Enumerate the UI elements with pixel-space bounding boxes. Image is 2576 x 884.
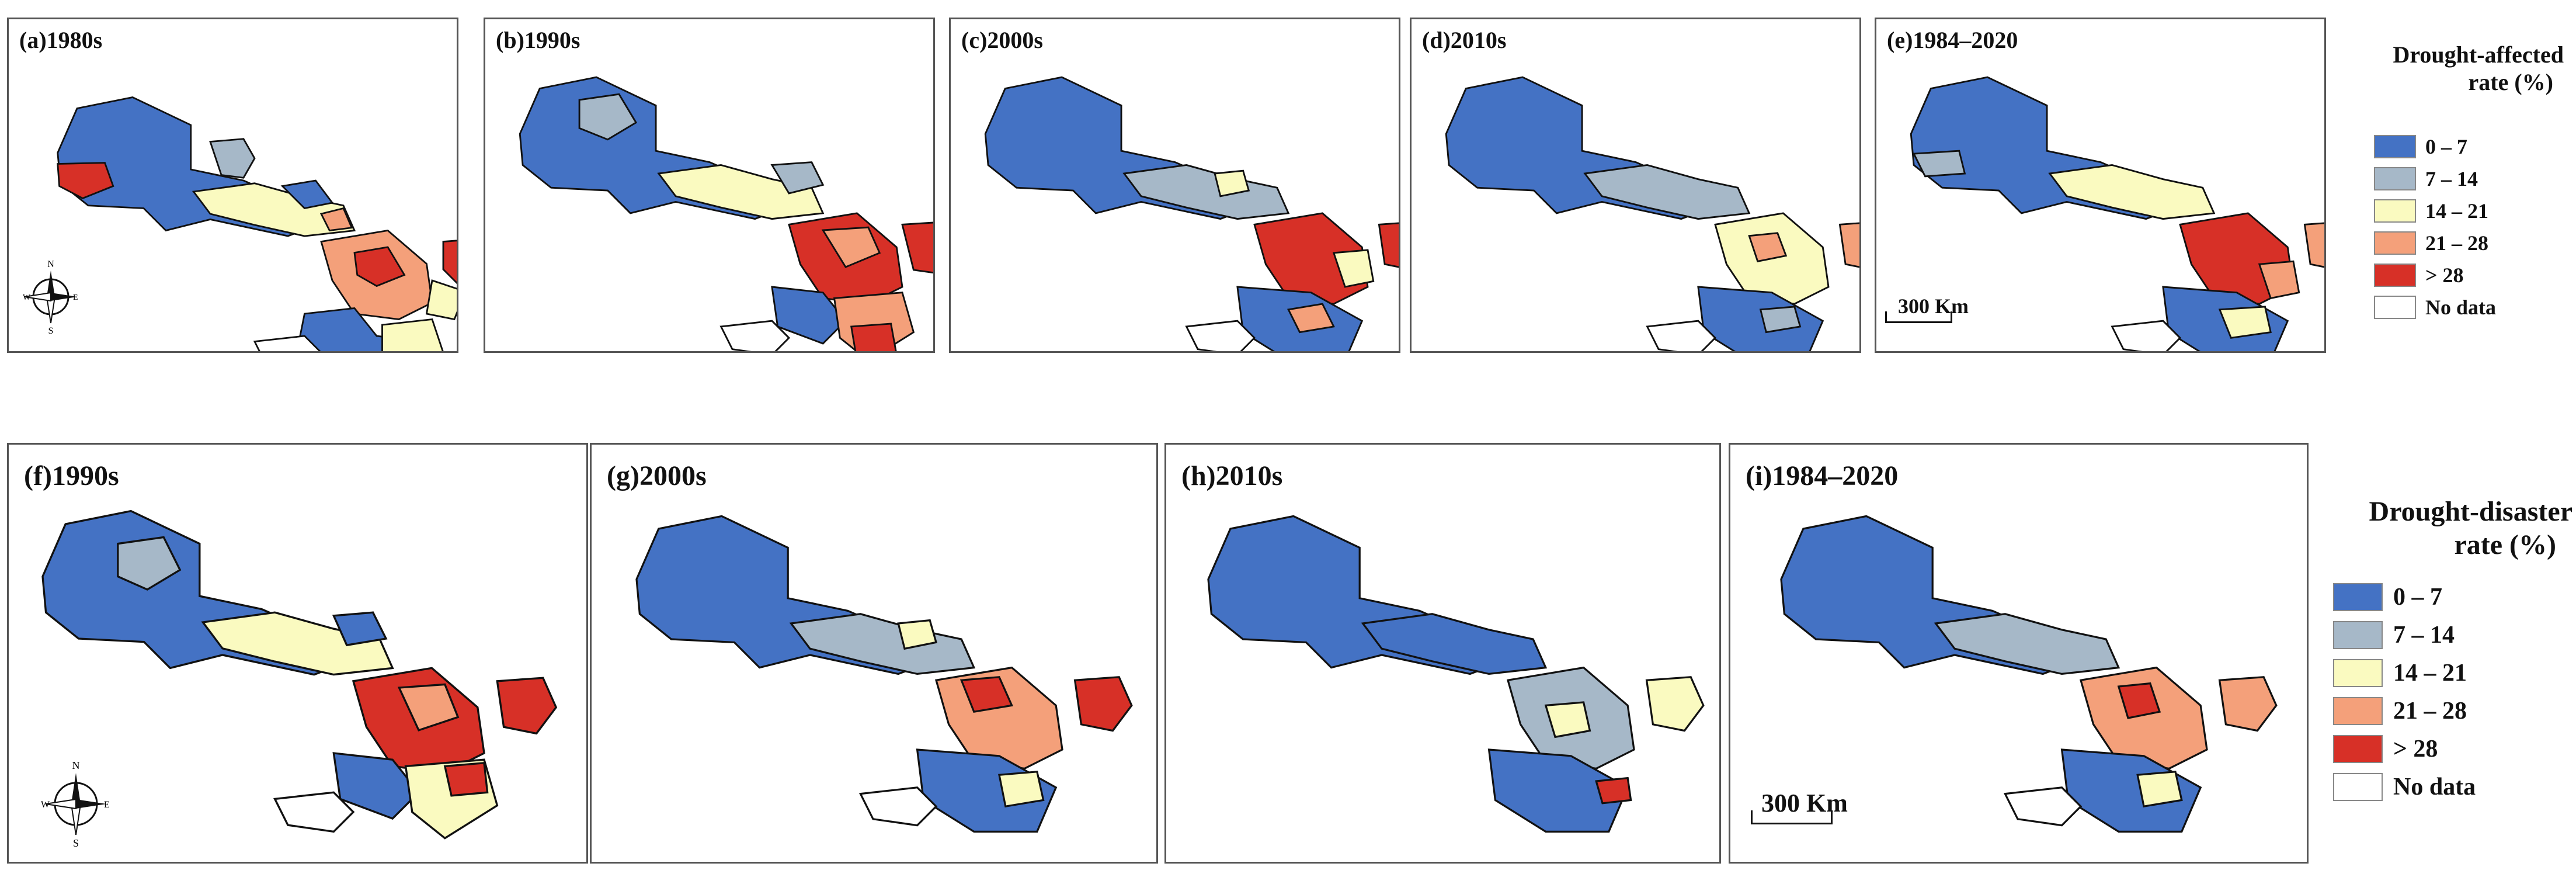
compass-s: S	[73, 837, 79, 848]
legend-swatch	[2374, 135, 2416, 158]
map-gansu-f	[41, 509, 558, 840]
legend-swatch	[2333, 583, 2383, 611]
compass-w: W	[41, 800, 50, 810]
legend-swatch	[2333, 773, 2383, 801]
scale-bar-line	[1751, 810, 1833, 824]
region-south-nodata	[253, 335, 321, 351]
legend-item: 14 – 21	[2333, 659, 2467, 687]
compass-e: E	[73, 293, 78, 302]
legend-item: 14 – 21	[2374, 199, 2488, 223]
map-gansu-g	[635, 515, 1133, 833]
legend-swatch	[2333, 621, 2383, 649]
map-panel-i: (i)1984–2020 300 Km	[1729, 443, 2309, 864]
legend-item: No data	[2333, 773, 2476, 801]
map-gansu-h	[1207, 515, 1705, 833]
scale-bar-label: 300 Km	[1898, 294, 1969, 318]
region-corridor	[192, 182, 356, 237]
legend-item: > 28	[2374, 263, 2464, 287]
map-panel-c: (c)2000s	[949, 18, 1400, 353]
legend-title-line2: rate (%)	[2468, 69, 2553, 96]
panel-label-h: (h)2010s	[1181, 460, 1283, 491]
map-panel-b: (b)1990s	[484, 18, 935, 353]
legend-item: 0 – 7	[2374, 134, 2467, 159]
compass-rose: N S W E	[22, 259, 80, 335]
compass-w: W	[23, 293, 31, 302]
map-panel-e: (e)1984–2020 300 Km	[1875, 18, 2326, 353]
map-gansu-b	[519, 76, 933, 351]
map-gansu-i	[1780, 515, 2278, 833]
legend-title-line1: Drought-disaster	[2369, 496, 2572, 527]
region-east	[442, 240, 457, 285]
panel-label-c: (c)2000s	[961, 27, 1043, 53]
panel-label-b: (b)1990s	[496, 27, 580, 53]
legend-drought-affected: Drought-affected rate (%) 0 – 7 7 – 14 1…	[2336, 41, 2570, 333]
scale-bar: 300 Km	[1751, 788, 1891, 829]
scale-bar-line	[1885, 311, 1952, 323]
legend-item: 21 – 28	[2374, 231, 2488, 255]
legend-swatch	[2333, 735, 2383, 763]
legend-swatch	[2333, 659, 2383, 687]
legend-title: Drought-affected rate (%)	[2336, 41, 2564, 96]
legend-title: Drought-disaster rate (%)	[2316, 495, 2572, 561]
compass-n: N	[72, 760, 80, 771]
legend-swatch	[2374, 231, 2416, 255]
legend-title-line2: rate (%)	[2454, 529, 2556, 560]
region-central-hot	[353, 246, 406, 287]
legend-item: 21 – 28	[2333, 697, 2467, 725]
compass-s: S	[48, 326, 54, 335]
legend-item: 7 – 14	[2333, 621, 2455, 649]
legend-item: > 28	[2333, 735, 2438, 763]
legend-drought-disaster: Drought-disaster rate (%) 0 – 7 7 – 14 1…	[2316, 495, 2572, 823]
legend-swatch	[2374, 296, 2416, 319]
legend-item: No data	[2374, 295, 2496, 320]
legend-item: 0 – 7	[2333, 583, 2442, 611]
region-west-patch	[57, 162, 114, 199]
scale-bar-label: 300 Km	[1761, 789, 1848, 817]
map-panel-a: (a)1980s	[7, 18, 458, 353]
legend-swatch	[2374, 167, 2416, 190]
compass-rose: N S W E	[41, 760, 111, 848]
map-gansu-a	[57, 96, 457, 351]
panel-label-f: (f)1990s	[24, 460, 119, 491]
compass-e: E	[104, 800, 110, 810]
panel-label-i: (i)1984–2020	[1746, 460, 1899, 491]
scale-bar: 300 Km	[1885, 294, 2002, 329]
legend-swatch	[2374, 199, 2416, 223]
compass-n: N	[47, 259, 54, 269]
legend-swatch	[2374, 264, 2416, 287]
panel-label-g: (g)2000s	[607, 460, 707, 491]
region-east-edge	[425, 279, 457, 321]
map-panel-f: (f)1990s N	[7, 443, 588, 864]
map-panel-g: (g)2000s	[590, 443, 1158, 864]
legend-title-line1: Drought-affected	[2393, 41, 2564, 68]
region-mid-north	[280, 179, 334, 210]
region-mid-small	[319, 207, 353, 232]
legend-item: 7 – 14	[2374, 167, 2478, 191]
map-panel-h: (h)2010s	[1164, 443, 1721, 864]
legend-swatch	[2333, 697, 2383, 725]
region-south-yellow	[381, 318, 444, 351]
map-panel-d: (d)2010s	[1410, 18, 1861, 353]
panel-label-d: (d)2010s	[1422, 27, 1507, 53]
region-hexi	[209, 138, 256, 179]
map-gansu-d	[1445, 76, 1859, 351]
panel-label-a: (a)1980s	[19, 27, 103, 53]
panel-label-e: (e)1984–2020	[1887, 27, 2018, 53]
map-gansu-e	[1910, 76, 2324, 351]
map-gansu-c	[984, 76, 1399, 351]
